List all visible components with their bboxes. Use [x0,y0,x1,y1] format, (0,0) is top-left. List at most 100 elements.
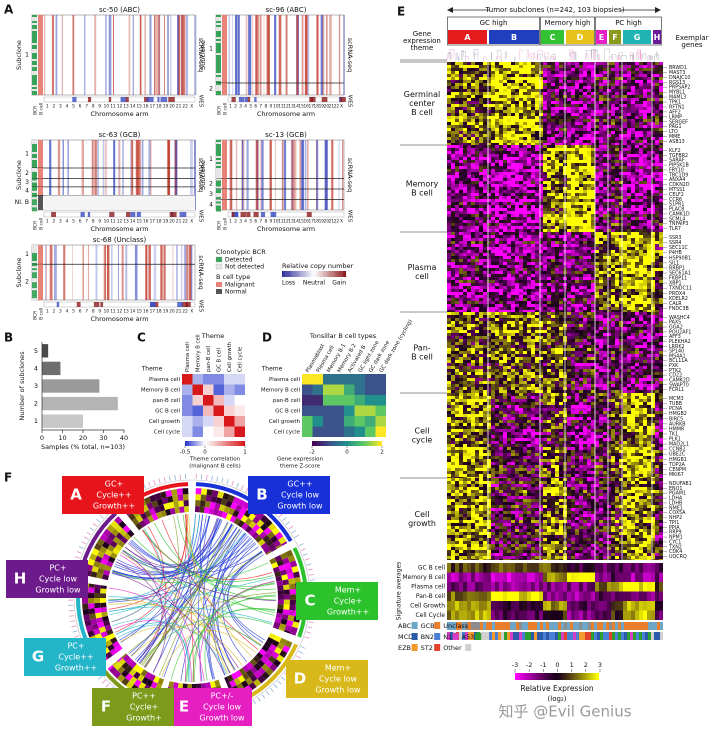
heat-cell [495,235,499,238]
heat-cell [627,101,631,104]
heat-cell [631,199,635,202]
heat-cell [583,163,587,166]
heat-cell [559,71,563,74]
heat-cell [655,65,659,68]
heat-cell [555,244,559,247]
heat-cell [551,134,555,137]
heat-cell [491,175,495,178]
heat-cell [539,274,543,277]
heat-cell [575,137,579,140]
heat-cell [527,148,531,151]
heat-cell [491,151,495,154]
heat-cell [607,71,611,74]
heat-cell [635,187,639,190]
heat-cell [483,104,487,107]
heat-cell [547,220,551,223]
heat-cell [551,205,555,208]
heat-cell [451,250,455,253]
heat-cell [531,226,535,229]
matrix-cell [213,374,224,385]
heat-cell [587,184,591,187]
heat-cell [507,220,511,223]
heat-cell [511,232,515,235]
heat-cell [651,86,655,89]
cnv-column [305,140,307,210]
heat-cell [459,62,463,65]
heat-cell [487,211,491,214]
heat-cell [651,217,655,220]
heat-cell [631,277,635,280]
heat-cell [591,110,595,113]
heat-cell [559,187,563,190]
heat-cell [539,128,543,131]
bcr-strip [216,148,221,150]
heat-cell [567,205,571,208]
heat-cell [483,274,487,277]
heat-cell [479,193,483,196]
heat-cell [647,169,651,172]
heat-cell [495,166,499,169]
heat-cell [603,131,607,134]
heat-cell [607,268,611,271]
heat-cell [651,205,655,208]
heat-cell [451,101,455,104]
heat-cell [523,196,527,199]
heat-cell [543,268,547,271]
heat-cell [611,217,615,220]
panel-letter: A [4,3,14,17]
heat-cell [467,65,471,68]
heat-cell [555,95,559,98]
heat-cell [627,175,631,178]
heat-cell [547,154,551,157]
heat-cell [491,184,495,187]
heat-cell [559,271,563,274]
heat-cell [455,211,459,214]
heat-cell [575,181,579,184]
heat-cell [659,68,663,71]
heat-cell [599,214,603,217]
matrix-cell [182,426,193,437]
heat-cell [519,143,523,145]
row-label: Plasma cell [149,377,180,383]
heat-cell [531,143,535,145]
heat-cell [467,89,471,92]
chromosome-label: 6 [254,104,257,110]
heat-cell [651,187,655,190]
heat-cell [479,116,483,119]
y-tick-label: 5 [34,347,38,355]
heat-cell [567,208,571,211]
heat-cell [619,62,623,65]
heat-cell [607,83,611,86]
heat-cell [455,151,459,154]
heat-cell [471,280,475,283]
heat-cell [555,193,559,196]
heat-cell [615,235,619,238]
heat-cell [507,163,511,166]
heat-cell [659,160,663,163]
heat-cell [551,145,555,148]
heat-cell [643,244,647,247]
heat-cell [607,277,611,280]
heat-cell [551,151,555,154]
heat-cell [547,238,551,241]
chromosome-label: 4 [66,309,69,315]
heat-cell [515,226,519,229]
heat-cell [611,154,615,157]
row-label: Cell cycle [154,429,181,435]
heat-cell [523,226,527,229]
heat-cell [455,184,459,187]
heat-cell [603,62,607,65]
dendrogram [591,49,595,60]
heat-cell [595,107,599,110]
colorbar-step [372,441,375,446]
heat-cell [555,169,559,172]
bcr-strip [216,197,221,199]
heat-cell [551,143,555,145]
heat-cell [491,83,495,86]
heat-cell [571,235,575,238]
heat-cell [483,172,487,175]
heat-cell [647,244,651,247]
colorbar-step [301,271,303,277]
heat-cell [607,116,611,119]
heat-cell [511,163,515,166]
